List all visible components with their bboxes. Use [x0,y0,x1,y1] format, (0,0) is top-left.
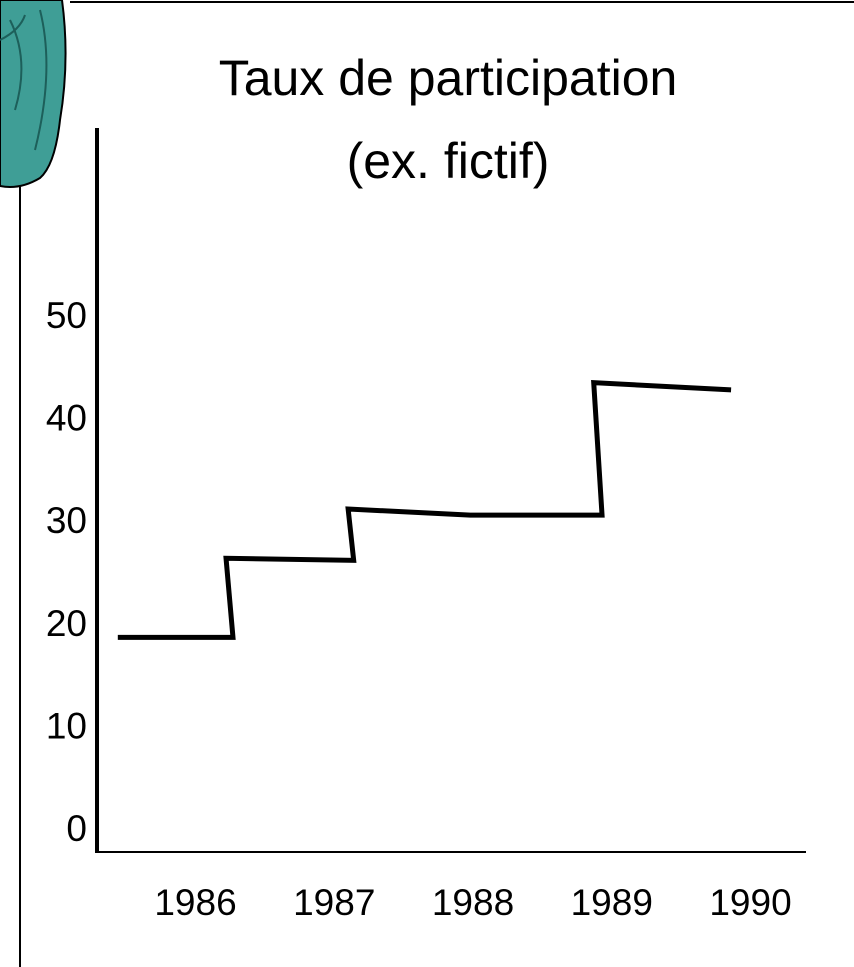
clipart-figure [0,0,67,188]
y-tick-label: 20 [46,603,87,644]
x-tick-label: 1986 [154,882,236,923]
data-line [117,380,732,640]
y-tick-label: 10 [46,706,87,747]
y-tick-label: 0 [66,808,87,849]
y-tick-label: 50 [46,295,87,336]
y-tick-label: 40 [46,397,87,438]
x-tick-label: 1987 [293,882,375,923]
x-tick-label: 1990 [709,882,791,923]
x-tick-label: 1988 [432,882,514,923]
chart-title: Taux de participation [219,50,678,106]
y-tick-label: 30 [46,500,87,541]
chart-title: (ex. fictif) [347,133,550,189]
x-tick-label: 1989 [571,882,653,923]
